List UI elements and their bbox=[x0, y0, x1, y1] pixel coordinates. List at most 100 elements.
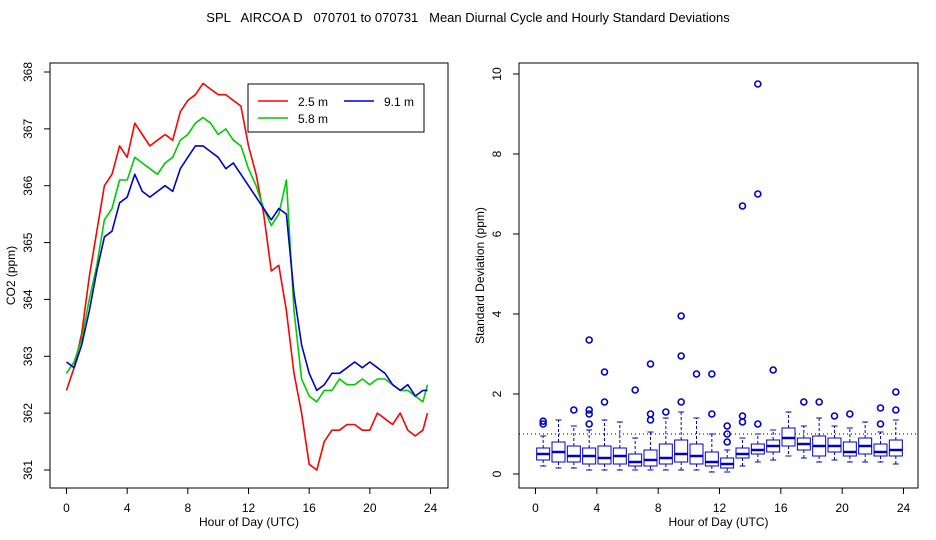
outlier-point bbox=[892, 388, 900, 396]
outlier-point bbox=[846, 410, 854, 418]
legend-label: 5.8 m bbox=[298, 112, 328, 126]
outlier-point bbox=[815, 398, 823, 406]
x-tick-label: 20 bbox=[835, 501, 849, 515]
box-hour bbox=[643, 360, 658, 471]
outlier-point bbox=[738, 202, 747, 210]
box-hour bbox=[781, 411, 796, 457]
y-tick-label: 4 bbox=[490, 310, 504, 317]
box-hour bbox=[812, 398, 827, 463]
outlier-point bbox=[830, 412, 839, 420]
outlier-point bbox=[677, 352, 685, 360]
iqr-box bbox=[628, 453, 643, 467]
legend-label: 9.1 m bbox=[384, 95, 414, 109]
x-tick-label: 4 bbox=[593, 501, 600, 515]
outlier-point bbox=[723, 430, 731, 438]
outlier-point bbox=[754, 190, 762, 198]
outlier-point bbox=[754, 80, 762, 88]
outlier-point bbox=[539, 417, 547, 426]
co2-diurnal-panel: 0 4 8 12 16 20 24 361 362 363 364 365 366 367 368 Hour … bbox=[4, 62, 449, 529]
x-tick-label: 24 bbox=[897, 501, 911, 515]
box-hour bbox=[658, 408, 673, 471]
box-hour bbox=[566, 406, 581, 469]
y-tick-label: 365 bbox=[21, 232, 35, 252]
outlier-point bbox=[876, 404, 885, 412]
box-hour bbox=[536, 417, 551, 467]
y-tick-label: 367 bbox=[21, 119, 35, 139]
series-line-5-8-m bbox=[65, 116, 429, 403]
outlier-point bbox=[539, 420, 547, 428]
outlier-point bbox=[800, 398, 808, 406]
box-hour bbox=[597, 368, 612, 471]
box-hour bbox=[612, 421, 627, 471]
box-hour bbox=[766, 366, 781, 461]
box-hour bbox=[750, 80, 765, 463]
x-tick-label: 0 bbox=[532, 501, 539, 515]
outlier-point bbox=[677, 398, 685, 406]
x-tick-label: 8 bbox=[655, 501, 662, 515]
box-hour bbox=[735, 202, 750, 467]
outlier-point bbox=[769, 366, 777, 374]
iqr-box bbox=[674, 439, 689, 463]
box-hour bbox=[551, 419, 566, 469]
outlier-point bbox=[646, 360, 655, 368]
outlier-point bbox=[662, 408, 670, 416]
y-tick-label: 361 bbox=[21, 460, 35, 480]
outlier-point bbox=[585, 420, 593, 428]
y-tick-label: 6 bbox=[490, 230, 504, 237]
outlier-point bbox=[646, 416, 655, 424]
box-hour bbox=[704, 370, 719, 473]
y-tick-label: 10 bbox=[490, 67, 504, 81]
outlier-point bbox=[677, 312, 685, 320]
figure-title: SPL AIRCOA D 070701 to 070731 Mean Diurn… bbox=[206, 10, 730, 25]
outlier-point bbox=[738, 418, 747, 426]
outlier-point bbox=[892, 406, 900, 414]
iqr-box bbox=[689, 443, 704, 465]
outlier-point bbox=[600, 368, 609, 376]
outlier-point bbox=[585, 406, 593, 414]
outlier-point bbox=[585, 336, 593, 344]
iqr-box bbox=[658, 443, 673, 465]
iqr-box bbox=[704, 451, 719, 467]
x-tick-label: 20 bbox=[363, 501, 377, 515]
box-hour bbox=[888, 388, 903, 465]
plot-frame bbox=[518, 62, 919, 489]
outlier-point bbox=[738, 412, 747, 420]
y-tick-label: 0 bbox=[490, 470, 504, 477]
outlier-point bbox=[600, 398, 609, 406]
box-hour bbox=[689, 370, 704, 471]
x-axis-label: Hour of Day (UTC) bbox=[199, 515, 299, 529]
iqr-box bbox=[888, 439, 903, 457]
outlier-point bbox=[570, 406, 578, 414]
legend: 2.5 m 5.8 m 9.1 m bbox=[247, 83, 425, 133]
box-hour bbox=[873, 404, 888, 463]
box-hour bbox=[628, 386, 643, 471]
outlier-point bbox=[692, 370, 701, 378]
y-tick-label: 364 bbox=[21, 289, 35, 309]
y-tick-label: 363 bbox=[21, 346, 35, 366]
box-hour bbox=[582, 336, 597, 471]
outlier-point bbox=[708, 410, 716, 418]
legend-box bbox=[247, 83, 425, 133]
box-hour bbox=[796, 398, 811, 459]
x-axis-label: Hour of Day (UTC) bbox=[668, 515, 768, 529]
box-hour bbox=[858, 421, 873, 463]
outlier-point bbox=[754, 420, 762, 428]
iqr-box bbox=[873, 443, 888, 457]
y-tick-label: 362 bbox=[21, 403, 35, 423]
outlier-point bbox=[585, 410, 593, 418]
outlier-point bbox=[708, 370, 716, 378]
outlier-point bbox=[631, 386, 639, 394]
x-tick-label: 8 bbox=[184, 501, 191, 515]
y-tick-label: 366 bbox=[21, 175, 35, 195]
box-hour bbox=[720, 422, 735, 473]
x-tick-label: 24 bbox=[424, 501, 438, 515]
outlier-point bbox=[723, 438, 731, 446]
iqr-box bbox=[566, 445, 581, 463]
box-hour bbox=[842, 410, 857, 463]
series-line-2-5-m bbox=[65, 82, 429, 471]
outlier-point bbox=[876, 420, 885, 428]
box-hour bbox=[827, 412, 842, 461]
y-tick-label: 2 bbox=[490, 390, 504, 397]
